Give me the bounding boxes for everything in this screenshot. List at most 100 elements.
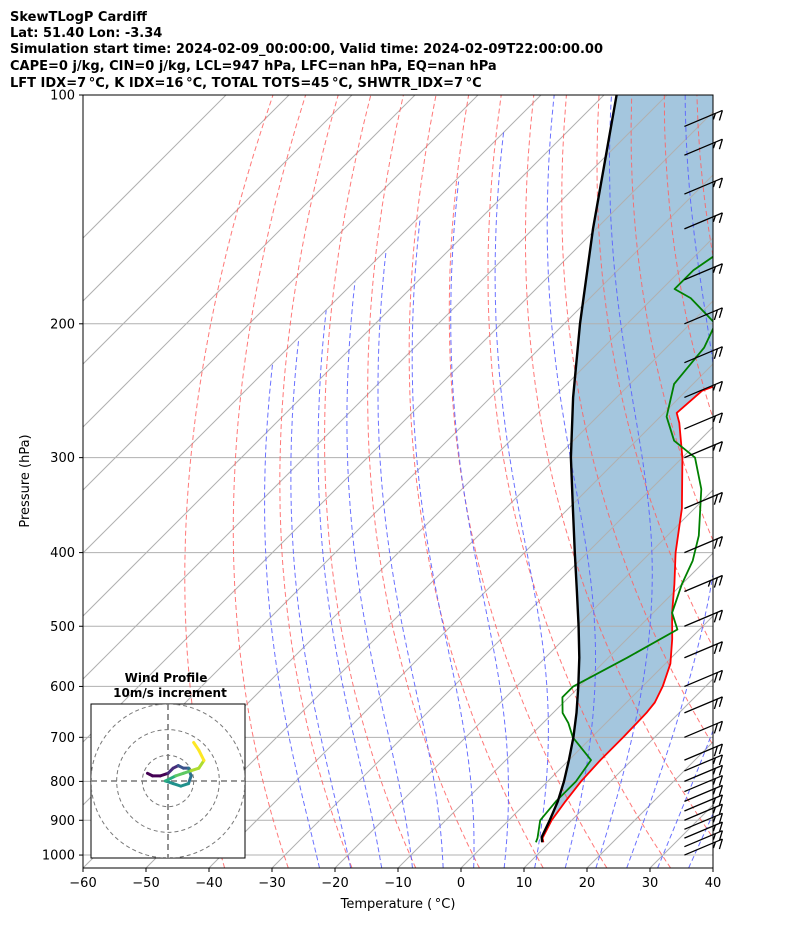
moist-adiabat	[494, 132, 549, 868]
wind-barb	[684, 380, 724, 399]
wind-barb-staff	[684, 177, 723, 195]
y-tick-label: 1000	[42, 849, 75, 864]
wind-barb	[684, 669, 724, 688]
wind-barb-full	[718, 110, 724, 121]
x-tick-label: −20	[321, 876, 348, 891]
dry-adiabat	[663, 95, 713, 420]
wind-barb	[684, 794, 724, 812]
wind-barb-staff	[684, 803, 723, 821]
title-station: SkewTLogP Cardiff	[10, 10, 147, 25]
isotherm-40	[712, 867, 713, 868]
dry-adiabat	[184, 95, 274, 868]
dry-adiabat	[279, 95, 353, 868]
wind-barb-half	[712, 841, 717, 849]
wind-barb-full	[718, 177, 724, 189]
wind-barb-staff	[684, 743, 723, 761]
wind-barb-full	[713, 698, 719, 710]
dry-adiabat	[448, 95, 608, 868]
wind-barb-full	[718, 307, 724, 318]
moist-adiabat	[751, 95, 794, 868]
wind-barb	[684, 696, 724, 714]
dry-adiabat	[525, 95, 713, 839]
wind-barb-full	[718, 263, 724, 274]
wind-barb-full	[718, 575, 724, 586]
wind-barb-full	[718, 492, 724, 503]
moist-adiabat	[450, 181, 509, 868]
wind-barb-full	[718, 412, 724, 424]
x-tick-label: 10	[516, 876, 533, 891]
wind-barb-full	[718, 794, 724, 806]
wind-barb	[684, 307, 724, 325]
isotherm--160	[83, 95, 227, 239]
wind-barb-full	[713, 723, 719, 734]
wind-barb-half	[712, 788, 717, 795]
title-cape: CAPE=0 j/kg, CIN=0 j/kg, LCL=947 hPa, LF…	[10, 59, 497, 74]
wind-barb-staff	[684, 812, 723, 830]
y-axis-label: Pressure (hPa)	[18, 434, 33, 527]
wind-barb-full	[713, 746, 719, 757]
y-tick-label: 300	[50, 451, 75, 466]
moist-adiabat	[264, 364, 320, 868]
wind-barb-full	[718, 381, 724, 392]
wind-barb	[684, 212, 724, 230]
wind-barb	[684, 263, 724, 281]
y-tick-label: 100	[50, 89, 75, 104]
wind-barb	[684, 720, 724, 738]
moist-adiabat	[290, 339, 352, 868]
wind-barb-full	[718, 785, 724, 796]
isotherm-0	[460, 615, 713, 868]
wind-barb-half	[712, 141, 717, 149]
moist-adiabat	[377, 250, 444, 868]
wind-barb-full	[718, 212, 724, 224]
dry-adiabat	[487, 95, 672, 868]
wind-barb-staff	[684, 794, 723, 812]
wind-barb-half	[712, 266, 717, 273]
wind-barb-staff	[684, 441, 723, 459]
isotherm--150	[83, 95, 290, 302]
moist-adiabat	[595, 95, 653, 868]
wind-barb	[684, 830, 724, 848]
hodograph-subtitle: 10m/s increment	[113, 686, 227, 700]
wind-barb	[684, 784, 724, 803]
wind-barb-full	[713, 672, 719, 683]
isotherm--90	[83, 95, 668, 680]
y-tick-label: 200	[50, 317, 75, 332]
wind-barb-full	[718, 696, 724, 708]
isotherm--120	[83, 95, 479, 491]
moist-adiabat	[346, 281, 413, 868]
y-tick-label: 900	[50, 814, 75, 829]
wind-barb-half	[707, 580, 712, 587]
wind-barb-full	[718, 138, 724, 150]
wind-barb-staff	[684, 263, 723, 281]
wind-barb-half	[712, 113, 717, 120]
wind-barb-half	[712, 797, 717, 805]
wind-barb-staff	[684, 380, 723, 399]
hodograph-segment	[197, 758, 206, 770]
hodograph-title: Wind Profile	[125, 671, 208, 685]
wind-barb	[684, 491, 724, 510]
isotherm--50	[145, 300, 713, 868]
y-tick-label: 700	[50, 731, 75, 746]
x-axis-label: Temperature ( °C)	[340, 897, 456, 912]
wind-barb-full	[718, 830, 724, 841]
isotherm--80	[83, 111, 713, 743]
wind-barb-staff	[684, 720, 723, 738]
wind-barb-staff	[684, 641, 723, 659]
isotherm--20	[334, 489, 713, 868]
wind-barb	[684, 641, 724, 659]
moist-adiabat	[720, 95, 794, 868]
x-tick-label: 30	[642, 876, 659, 891]
wind-barb	[684, 609, 724, 627]
wind-barb-staff	[684, 535, 723, 554]
wind-barb	[684, 535, 724, 554]
hodograph-segment	[197, 748, 206, 762]
moist-adiabat	[317, 310, 383, 868]
wind-barb-staff	[684, 754, 723, 772]
isotherm--40	[208, 363, 713, 868]
wind-barb-full	[718, 804, 724, 815]
x-tick-label: −10	[384, 876, 411, 891]
wind-barb-full	[718, 670, 724, 681]
wind-barb-full	[718, 641, 724, 652]
wind-barb-half	[712, 824, 717, 832]
